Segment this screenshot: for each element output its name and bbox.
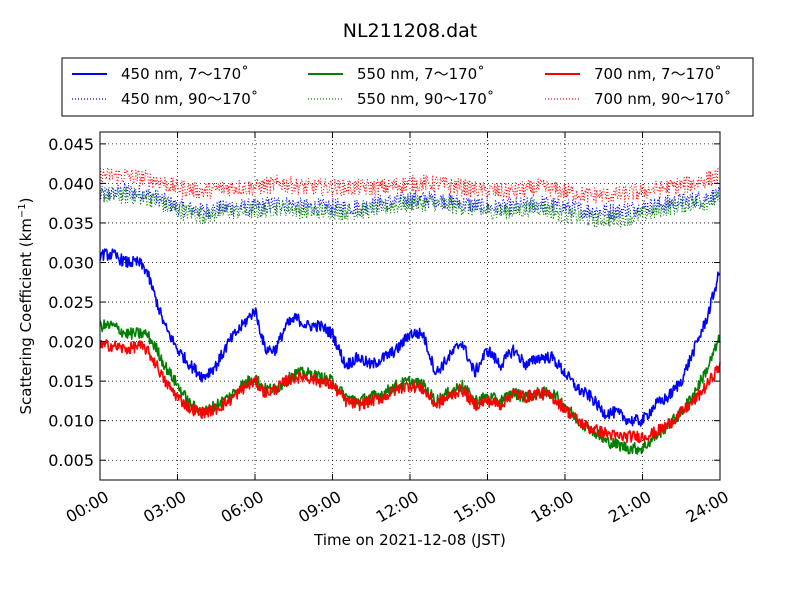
y-axis-label-superscript: −1 xyxy=(17,203,28,218)
x-tick-label: 24:00 xyxy=(683,487,732,527)
x-tick-label: 06:00 xyxy=(218,487,267,527)
legend: 450 nm, 7～170˚ 550 nm, 7～170˚ 700 nm, 7～17… xyxy=(61,57,754,117)
legend-entry: 550 nm, 7～170˚ xyxy=(357,65,485,83)
y-axis-label-main: Scattering Coefficient (km xyxy=(17,218,35,414)
x-tick-label: 03:00 xyxy=(140,487,189,527)
y-tick-label: 0.010 xyxy=(48,412,94,431)
chart-title: NL211208.dat xyxy=(343,20,478,42)
legend-entry: 450 nm, 7～170˚ xyxy=(121,65,249,83)
x-tick-label: 12:00 xyxy=(373,487,422,527)
y-tick-label: 0.020 xyxy=(48,333,94,352)
legend-frame xyxy=(61,57,754,117)
x-tick-label: 00:00 xyxy=(63,487,112,527)
legend-entry: 700 nm, 90～170˚ xyxy=(594,90,731,108)
series-line xyxy=(99,339,721,444)
series-line xyxy=(99,186,721,228)
x-axis-label: Time on 2021-12-08 (JST) xyxy=(313,531,506,549)
y-axis-label-tail: ) xyxy=(17,197,35,203)
x-tick-label: 21:00 xyxy=(605,487,654,527)
y-tick-label: 0.025 xyxy=(48,293,94,312)
series-layer xyxy=(99,167,721,455)
y-tick-label: 0.040 xyxy=(48,174,94,193)
series-line xyxy=(99,167,721,204)
y-tick-label: 0.035 xyxy=(48,214,94,233)
x-tick-label: 09:00 xyxy=(295,487,344,527)
legend-entry: 700 nm, 7～170˚ xyxy=(594,65,722,83)
x-tick-label: 18:00 xyxy=(528,487,577,527)
y-axis-label: Scattering Coefficient (km−1) xyxy=(17,197,35,414)
x-tick-label: 15:00 xyxy=(450,487,499,527)
y-tick-label: 0.015 xyxy=(48,372,94,391)
ticks: 00:00 03:00 06:00 09:00 12:00 15:00 18:00 21:00… xyxy=(48,132,732,527)
y-tick-label: 0.005 xyxy=(48,451,94,470)
legend-entry: 550 nm, 90～170˚ xyxy=(357,90,494,108)
legend-entry: 450 nm, 90～170˚ xyxy=(121,90,258,108)
y-tick-label: 0.030 xyxy=(48,254,94,273)
grid xyxy=(100,132,720,480)
series-line xyxy=(99,248,721,427)
y-tick-label: 0.045 xyxy=(48,135,94,154)
